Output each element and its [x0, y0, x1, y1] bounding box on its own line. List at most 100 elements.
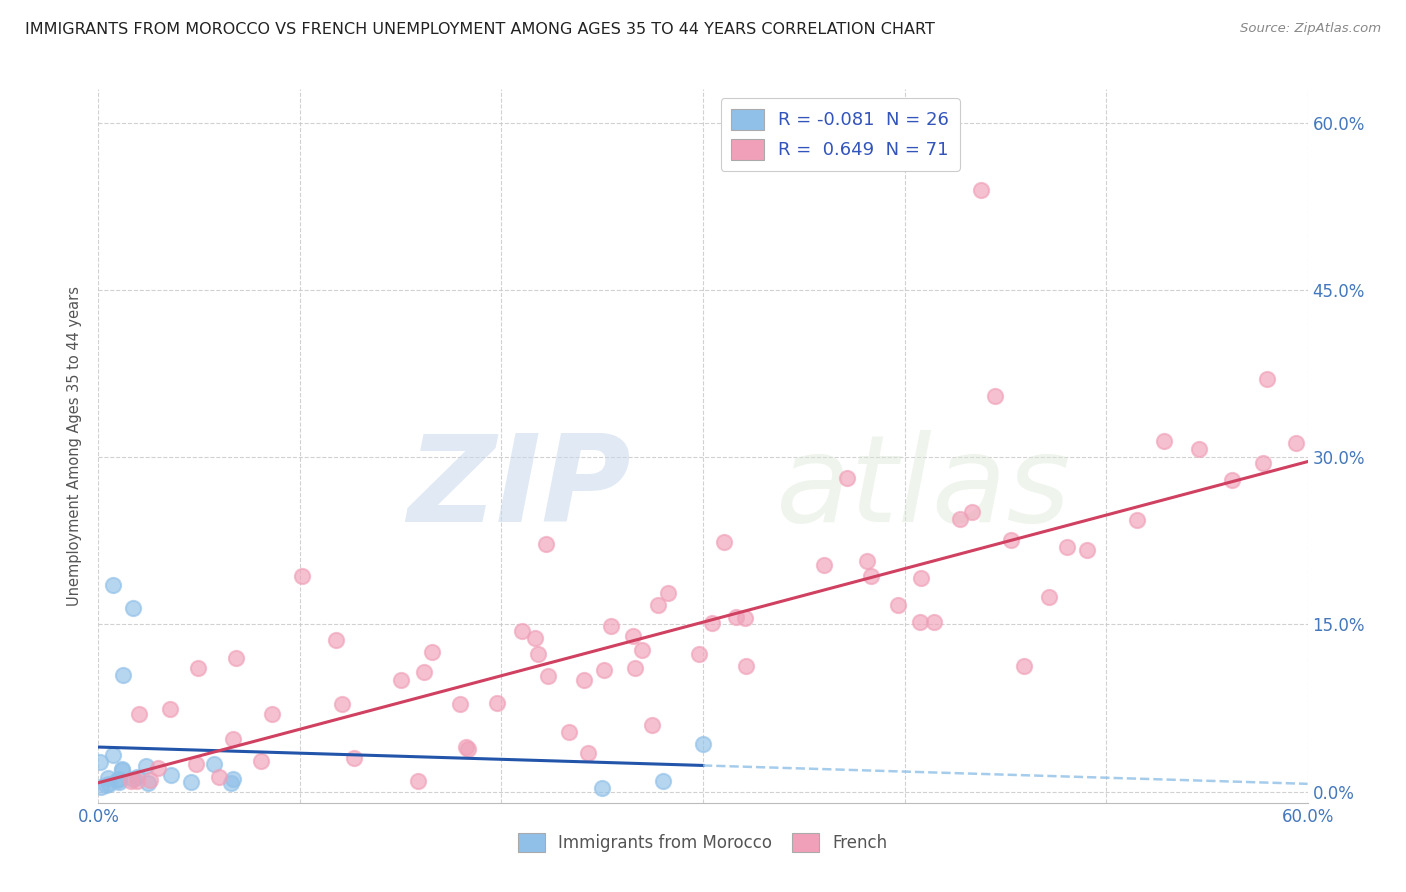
Point — [1076, 542, 1098, 557]
Point — [101, 578, 124, 592]
Point — [457, 742, 479, 756]
Point — [101, 748, 124, 763]
Point — [120, 773, 142, 788]
Point — [1000, 533, 1022, 547]
Text: atlas: atlas — [776, 430, 1071, 548]
Point — [855, 554, 877, 568]
Point — [523, 632, 546, 646]
Point — [325, 633, 347, 648]
Point — [250, 754, 273, 768]
Point — [110, 763, 132, 777]
Text: IMMIGRANTS FROM MOROCCO VS FRENCH UNEMPLOYMENT AMONG AGES 35 TO 44 YEARS CORRELA: IMMIGRANTS FROM MOROCCO VS FRENCH UNEMPL… — [25, 22, 935, 37]
Point — [187, 661, 209, 675]
Point — [651, 774, 673, 789]
Point — [621, 628, 644, 642]
Point — [449, 697, 471, 711]
Point — [922, 615, 945, 629]
Point — [534, 536, 557, 550]
Point — [910, 571, 932, 585]
Point — [813, 558, 835, 573]
Point — [260, 707, 283, 722]
Point — [1285, 436, 1308, 450]
Point — [631, 643, 654, 657]
Point — [657, 585, 679, 599]
Point — [97, 771, 120, 785]
Point — [1251, 456, 1274, 470]
Point — [591, 780, 613, 795]
Point — [412, 665, 434, 680]
Point — [222, 731, 245, 746]
Point — [135, 759, 157, 773]
Point — [624, 661, 647, 675]
Legend: Immigrants from Morocco, French: Immigrants from Morocco, French — [512, 827, 894, 859]
Text: Source: ZipAtlas.com: Source: ZipAtlas.com — [1240, 22, 1381, 36]
Point — [1256, 372, 1278, 386]
Point — [835, 471, 858, 485]
Point — [121, 600, 143, 615]
Y-axis label: Unemployment Among Ages 35 to 44 years: Unemployment Among Ages 35 to 44 years — [67, 286, 83, 606]
Point — [343, 750, 366, 764]
Point — [960, 505, 983, 519]
Point — [127, 770, 149, 784]
Point — [330, 697, 353, 711]
Point — [222, 772, 245, 787]
Point — [537, 669, 560, 683]
Point — [127, 773, 149, 788]
Point — [1012, 659, 1035, 673]
Point — [949, 512, 972, 526]
Point — [94, 778, 117, 792]
Point — [700, 616, 723, 631]
Point — [713, 535, 735, 549]
Point — [406, 773, 429, 788]
Point — [159, 702, 181, 716]
Point — [208, 770, 231, 784]
Point — [859, 569, 882, 583]
Point — [724, 609, 747, 624]
Text: ZIP: ZIP — [406, 430, 630, 548]
Point — [510, 624, 533, 638]
Point — [180, 775, 202, 789]
Point — [647, 598, 669, 612]
Point — [111, 763, 134, 777]
Point — [692, 737, 714, 751]
Point — [136, 775, 159, 789]
Point — [1038, 590, 1060, 604]
Point — [984, 389, 1007, 403]
Point — [389, 673, 412, 687]
Point — [574, 673, 596, 687]
Point — [202, 756, 225, 771]
Point — [887, 598, 910, 612]
Point — [970, 182, 993, 196]
Point — [1153, 434, 1175, 449]
Point — [291, 568, 314, 582]
Point — [1056, 540, 1078, 554]
Point — [599, 619, 621, 633]
Point — [1188, 442, 1211, 457]
Point — [527, 647, 550, 661]
Point — [558, 725, 581, 739]
Point — [908, 615, 931, 629]
Point — [105, 772, 128, 787]
Point — [97, 777, 120, 791]
Point — [456, 739, 478, 754]
Point — [128, 706, 150, 721]
Point — [184, 757, 207, 772]
Point — [108, 775, 131, 789]
Point — [1220, 474, 1243, 488]
Point — [111, 667, 134, 681]
Point — [90, 780, 112, 794]
Point — [160, 767, 183, 781]
Point — [640, 718, 662, 732]
Point — [1126, 513, 1149, 527]
Point — [219, 776, 242, 790]
Point — [148, 761, 170, 775]
Point — [485, 696, 508, 710]
Point — [593, 663, 616, 677]
Point — [576, 746, 599, 760]
Point — [688, 647, 710, 661]
Point — [420, 645, 443, 659]
Point — [121, 772, 143, 786]
Point — [138, 773, 160, 788]
Point — [225, 650, 247, 665]
Point — [734, 611, 756, 625]
